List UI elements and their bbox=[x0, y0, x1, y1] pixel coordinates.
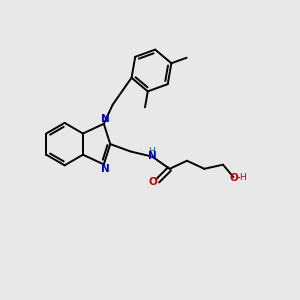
Text: O: O bbox=[229, 173, 238, 183]
Text: O: O bbox=[149, 177, 158, 188]
Text: N: N bbox=[148, 151, 156, 161]
Text: H: H bbox=[148, 147, 155, 156]
Text: H: H bbox=[239, 173, 246, 182]
Text: N: N bbox=[100, 114, 109, 124]
Text: N: N bbox=[100, 164, 109, 174]
